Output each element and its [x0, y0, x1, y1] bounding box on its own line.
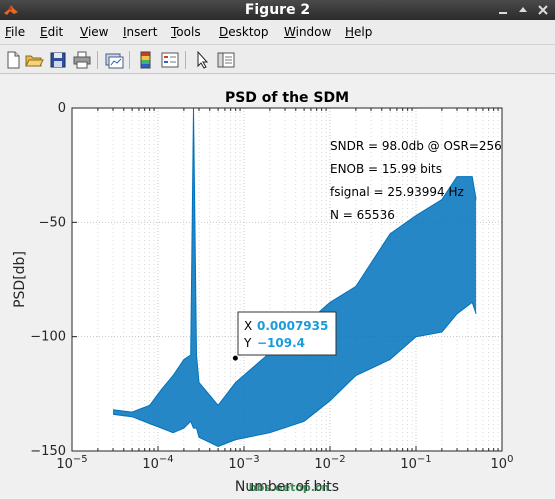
menu-help[interactable]: Help — [345, 25, 372, 39]
menu-tools-rest: ools — [176, 25, 201, 39]
colorbar-icon[interactable] — [136, 50, 156, 70]
menu-edit-mnemonic: E — [40, 25, 48, 39]
figure-toolbar — [0, 44, 555, 74]
maximize-icon[interactable] — [516, 3, 530, 17]
save-icon[interactable] — [48, 50, 68, 70]
series-psd-lower-envelope — [112, 301, 477, 447]
chart-title: PSD of the SDM — [225, 90, 349, 106]
menu-desktop-rest: esktop — [228, 25, 269, 39]
series-psd-upper-envelope — [112, 107, 477, 413]
figure-canvas: 10−5 10−4 10−3 10−2 10−1 100 0 −50 −100 −150 PSD… — [0, 75, 555, 499]
datatip-x-label: X — [244, 319, 252, 333]
annotation-text: fsignal = 25.93994 Hz — [330, 185, 464, 199]
y-tick-label: −50 — [39, 215, 66, 230]
x-tick-label: 10−3 — [228, 454, 259, 472]
menu-bar: File Edit View Insert Tools Desktop Wind… — [0, 20, 555, 44]
menu-view-rest: iew — [87, 25, 109, 39]
new-figure-icon[interactable] — [3, 50, 23, 70]
window-titlebar: Figure 2 — [0, 0, 555, 20]
datatip-y-label: Y — [243, 336, 252, 350]
y-tick-labels: 0 −50 −100 −150 — [30, 101, 77, 459]
menu-window-rest: indow — [295, 25, 332, 39]
y-tick-label: 0 — [58, 101, 66, 116]
menu-file-mnemonic: F — [5, 25, 12, 39]
y-tick-label: −100 — [30, 330, 66, 345]
menu-tools-mnemonic: T — [171, 25, 177, 39]
x-tick-labels: 10−5 10−4 10−3 10−2 10−1 100 — [56, 446, 513, 472]
toolbar-separator — [97, 51, 98, 69]
link-plot-icon[interactable] — [104, 50, 124, 70]
datatip-y-value: −109.4 — [257, 336, 305, 350]
menu-edit[interactable]: Edit — [40, 25, 63, 39]
menu-window[interactable]: Window — [284, 25, 331, 39]
datatip-box — [237, 311, 337, 356]
menu-insert-rest: nsert — [126, 25, 158, 39]
property-editor-icon[interactable] — [216, 50, 236, 70]
menu-insert[interactable]: Insert — [123, 25, 157, 39]
x-tick-label: 10−2 — [314, 454, 345, 472]
minimize-icon[interactable] — [496, 3, 510, 17]
legend-icon[interactable] — [160, 50, 180, 70]
menu-window-mnemonic: W — [284, 25, 296, 39]
datatip[interactable]: X 0.0007935 Y −109.4 — [232, 311, 337, 361]
menu-edit-rest: dit — [47, 25, 64, 39]
menu-tools[interactable]: Tools — [171, 25, 201, 39]
psd-plot[interactable]: 10−5 10−4 10−3 10−2 10−1 100 0 −50 −100 −150 PSD… — [0, 75, 555, 499]
print-icon[interactable] — [72, 50, 92, 70]
menu-desktop[interactable]: Desktop — [219, 25, 269, 39]
datatip-marker[interactable] — [232, 355, 238, 361]
toolbar-separator — [129, 51, 130, 69]
annotation-text: ENOB = 15.99 bits — [330, 162, 442, 176]
x-tick-label: 10−4 — [142, 454, 173, 472]
x-axis-label: Number of bits — [235, 479, 339, 495]
menu-insert-mnemonic: I — [123, 25, 127, 39]
x-tick-label: 10−5 — [56, 454, 87, 472]
annotation-text: SNDR = 98.0db @ OSR=256 — [330, 139, 502, 153]
menu-file[interactable]: File — [5, 25, 25, 39]
menu-view[interactable]: View — [80, 25, 108, 39]
x-tick-label: 100 — [491, 454, 514, 472]
y-tick-label: −150 — [30, 444, 66, 459]
pointer-icon[interactable] — [192, 50, 212, 70]
window-title: Figure 2 — [244, 2, 311, 18]
x-tick-label: 10−1 — [400, 454, 431, 472]
annotation-group: SNDR = 98.0db @ OSR=256 ENOB = 15.99 bits… — [330, 139, 502, 222]
datatip-x-value: 0.0007935 — [257, 319, 328, 333]
watermark: bbs.eetop.cn — [249, 481, 330, 494]
menu-file-rest: ile — [11, 25, 26, 39]
toolbar-separator — [185, 51, 186, 69]
annotation-text: N = 65536 — [330, 208, 395, 222]
close-icon[interactable] — [536, 3, 550, 17]
series-psd-fill — [113, 108, 477, 447]
menu-help-mnemonic: H — [345, 25, 355, 39]
menu-view-mnemonic: V — [80, 25, 88, 39]
matlab-icon[interactable] — [3, 2, 19, 18]
menu-help-rest: elp — [354, 25, 373, 39]
axes-frame — [71, 107, 503, 452]
menu-desktop-mnemonic: D — [219, 25, 229, 39]
open-file-icon[interactable] — [24, 50, 44, 70]
y-axis-label: PSD[db] — [12, 251, 28, 308]
